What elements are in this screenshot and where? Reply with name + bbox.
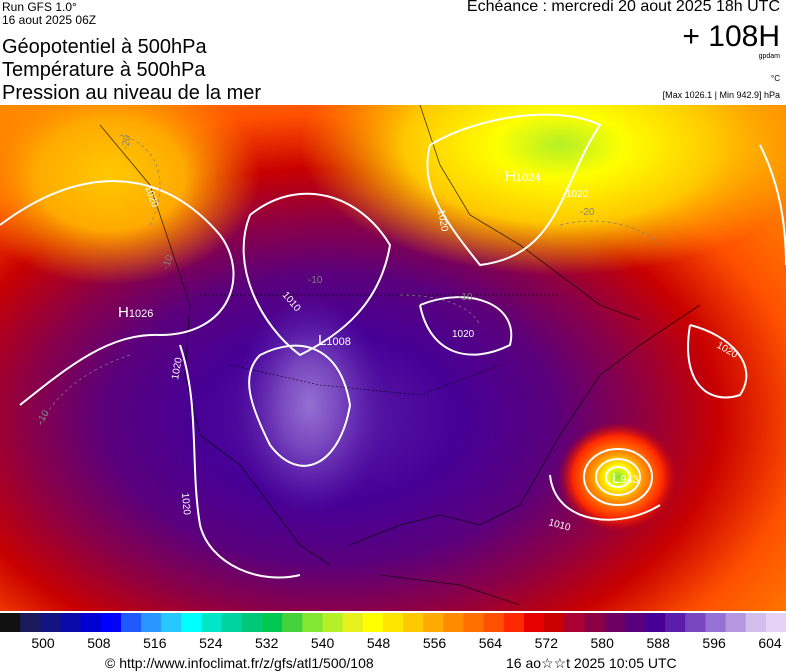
isobar-label: 1020 bbox=[179, 492, 192, 516]
model-run-label: Run GFS 1.0° bbox=[2, 0, 77, 14]
temperature-label: -20 bbox=[580, 207, 595, 218]
color-scale-swatch bbox=[80, 613, 102, 632]
color-scale-label: 596 bbox=[702, 635, 726, 651]
color-scale-swatch bbox=[282, 613, 303, 632]
isobars bbox=[0, 113, 786, 579]
color-scale-label: 588 bbox=[646, 635, 670, 651]
isobar-label: 1020 bbox=[566, 189, 589, 200]
color-scale-label: 604 bbox=[758, 635, 782, 651]
color-scale-swatch bbox=[161, 613, 182, 632]
map-title-temperature: Température à 500hPa bbox=[2, 59, 206, 81]
color-scale-swatch bbox=[60, 613, 82, 632]
low-pressure-label: L1008 bbox=[318, 332, 351, 349]
color-scale-swatch bbox=[403, 613, 424, 632]
color-scale-label: 564 bbox=[478, 635, 503, 651]
color-scale-swatch bbox=[362, 613, 384, 632]
color-scale-swatch bbox=[302, 613, 324, 632]
temperature-label: -10 bbox=[458, 292, 473, 303]
temperature-label: -10 bbox=[160, 253, 175, 271]
color-scale-swatch bbox=[141, 613, 162, 632]
color-scale-swatch bbox=[221, 613, 243, 632]
isobar-label: 1020 bbox=[452, 329, 475, 340]
color-scale-label: 532 bbox=[255, 635, 279, 651]
color-scale-swatch bbox=[443, 613, 465, 632]
color-scale-label: 516 bbox=[143, 635, 167, 651]
color-scale-label: 556 bbox=[422, 635, 447, 651]
forecast-valid-time: Echéance : mercredi 20 aout 2025 18h UTC bbox=[466, 0, 780, 15]
source-credit: © http://www.infoclimat.fr/z/gfs/atl1/50… bbox=[105, 655, 374, 671]
low-pressure-label: L943 bbox=[612, 470, 639, 487]
unit-temperature: °C bbox=[771, 74, 780, 83]
color-scale-swatch bbox=[524, 613, 545, 632]
color-scale-swatch bbox=[120, 613, 142, 632]
color-scale-swatch bbox=[423, 613, 444, 632]
color-scale-swatch bbox=[725, 613, 747, 632]
color-scale-label: 540 bbox=[310, 635, 335, 651]
color-scale-swatch bbox=[665, 613, 686, 632]
color-scale-swatch bbox=[342, 613, 364, 632]
color-scale-swatch bbox=[544, 613, 565, 632]
color-scale-swatch bbox=[503, 613, 525, 632]
pressure-max-min: [Max 1026.1 | Min 942.9] hPa bbox=[662, 90, 780, 100]
color-scale-label: 548 bbox=[366, 635, 391, 651]
color-scale-swatch bbox=[705, 613, 727, 632]
weather-map: H1024 H1026 L1008 L943 1020 1020 1020 10… bbox=[0, 105, 786, 611]
isobar-label: 1020 bbox=[435, 209, 450, 233]
color-scale-bar bbox=[0, 613, 786, 632]
model-run-date: 16 aout 2025 06Z bbox=[2, 13, 97, 27]
color-scale-label: 508 bbox=[87, 635, 111, 651]
color-scale-swatch bbox=[100, 613, 122, 632]
color-scale-swatch bbox=[322, 613, 344, 632]
forecast-lead-hours: + 108H bbox=[682, 20, 780, 53]
color-scale-swatch bbox=[624, 613, 646, 632]
temperature-label: -10 bbox=[308, 275, 323, 286]
unit-gpdam: gpdam bbox=[758, 53, 780, 60]
color-scale-swatch bbox=[604, 613, 626, 632]
color-scale-label: 500 bbox=[31, 635, 55, 651]
high-pressure-label: H1024 bbox=[505, 168, 540, 185]
color-scale-swatch bbox=[201, 613, 223, 632]
color-scale-swatch bbox=[20, 613, 41, 632]
color-scale-swatch bbox=[745, 613, 767, 632]
temperature-label: -20 bbox=[120, 134, 133, 151]
color-scale-label: 580 bbox=[590, 635, 614, 651]
color-scale-swatch bbox=[40, 613, 62, 632]
map-title-pressure: Pression au niveau de la mer bbox=[2, 82, 262, 104]
temperature-contours bbox=[39, 134, 661, 426]
color-scale-swatch bbox=[262, 613, 283, 632]
color-scale-label: 524 bbox=[199, 635, 223, 651]
color-scale-labels: 500 508 516 524 532 540 548 556 564 572 580 588 596 6… bbox=[0, 635, 786, 651]
color-scale-swatch bbox=[584, 613, 606, 632]
color-scale-swatch bbox=[382, 613, 404, 632]
color-scale-swatch bbox=[765, 613, 786, 632]
map-title-geopotential: Géopotentiel à 500hPa bbox=[2, 36, 207, 58]
high-pressure-label: H1026 bbox=[118, 304, 153, 321]
color-scale-swatch bbox=[463, 613, 485, 632]
color-scale-swatch bbox=[0, 613, 21, 632]
color-scale-swatch bbox=[241, 613, 263, 632]
color-scale-swatch bbox=[644, 613, 666, 632]
color-scale-swatch bbox=[483, 613, 505, 632]
issued-time: 16 ao☆☆t 2025 10:05 UTC bbox=[506, 655, 677, 671]
color-scale-swatch bbox=[685, 613, 706, 632]
color-scale-swatch bbox=[564, 613, 586, 632]
color-scale-swatch bbox=[181, 613, 203, 632]
isobar-label: 1020 bbox=[170, 356, 185, 380]
color-scale-label: 572 bbox=[534, 635, 558, 651]
